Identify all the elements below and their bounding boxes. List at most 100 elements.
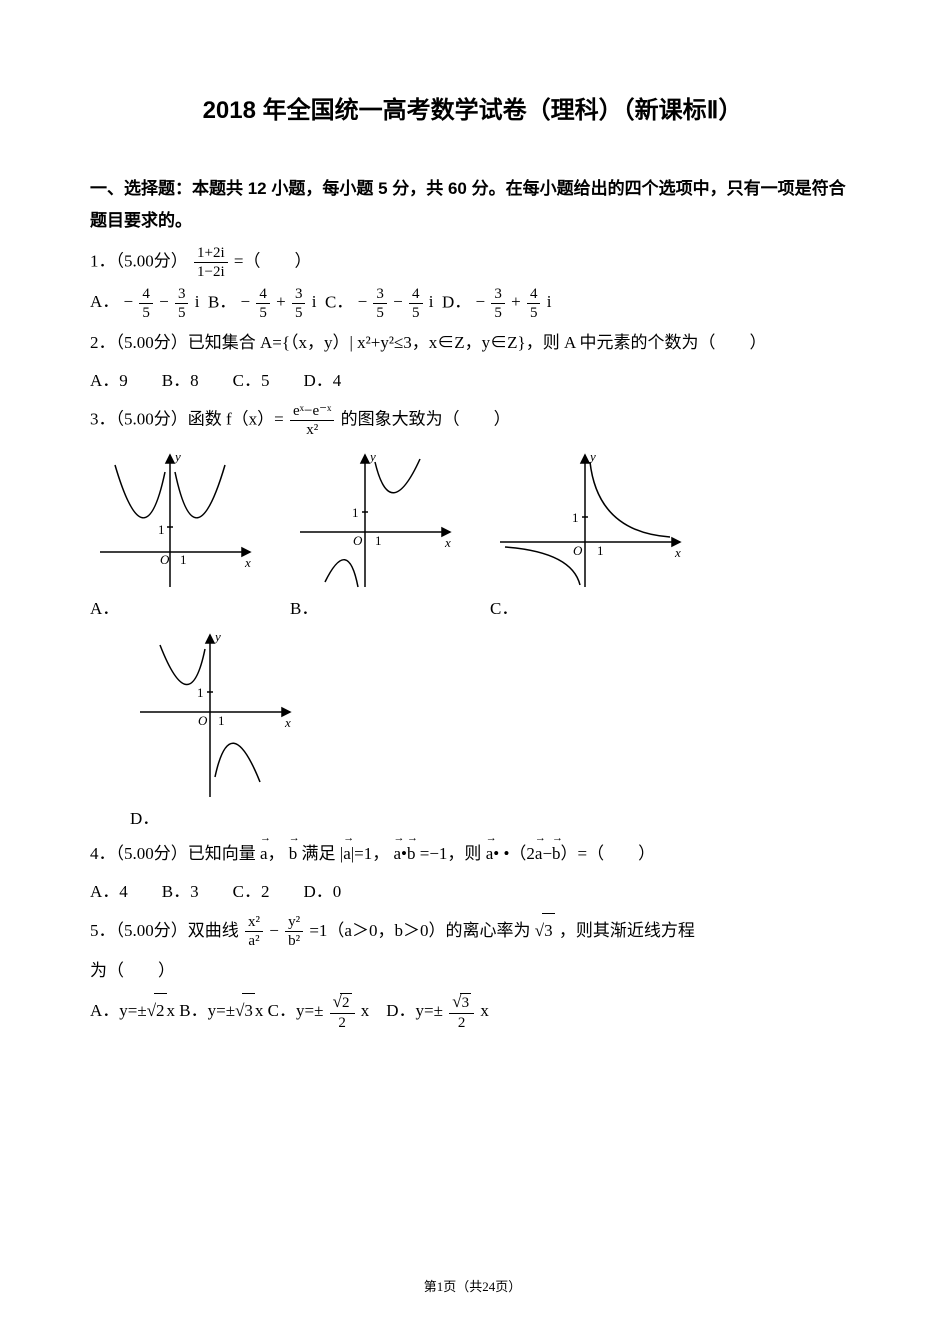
q4-p3: |=1， <box>351 844 390 863</box>
q1-choice-B: − 45 + 35 i <box>241 292 321 311</box>
q1C-tail: i <box>429 292 434 311</box>
q1C-n1: 3 <box>373 285 387 304</box>
vector-b-icon: b <box>552 835 561 871</box>
q5-choices: A．y=±2x B．y=±3x C．y=± 22 x D．y=± 32 x <box>90 992 855 1031</box>
axis-one-y: 1 <box>158 522 165 537</box>
q5-choice-A: A．y=±2x <box>90 1001 179 1020</box>
q5D-den: 2 <box>449 1014 474 1032</box>
vector-a-icon: a <box>260 835 268 871</box>
q5-d1: a² <box>245 932 263 950</box>
axis-O: O <box>160 552 170 567</box>
q3-graphs-row1: O 1 1 y x A． O 1 1 y <box>90 447 855 619</box>
q1B-mid: + <box>276 292 286 311</box>
q3-label-C: C． <box>490 594 518 619</box>
q5C-post: x <box>361 1001 370 1020</box>
q5-mid: =1（a＞0，b＞0）的离心率为 <box>309 921 530 940</box>
q1D-t1: − <box>476 292 486 311</box>
q3-suffix: 的图象大致为（ ） <box>341 409 511 428</box>
sqrt-icon: 3 <box>452 992 471 1012</box>
q3-prefix: 3．（5.00分）函数 f（x）= <box>90 409 284 428</box>
q5-suffix: ，则其渐近线方程 <box>559 921 695 940</box>
question-4: 4．（5.00分）已知向量 a， b 满足 |a|=1， a•b =−1，则 a… <box>90 835 855 871</box>
vector-a-icon: a <box>343 835 351 871</box>
axis-x: x <box>444 535 451 550</box>
q4-minus: − <box>542 844 552 863</box>
vector-a-icon: a <box>486 835 494 871</box>
question-1: 1．（5.00分） 1+2i 1−2i =（ ） <box>90 244 855 281</box>
q1A-t1: − <box>124 292 134 311</box>
section-heading: 一、选择题：本题共 12 小题，每小题 5 分，共 60 分。在每小题给出的四个… <box>90 173 855 238</box>
q1C-d2: 5 <box>409 304 423 322</box>
q1C-mid: − <box>393 292 403 311</box>
q1D-n1: 3 <box>491 285 505 304</box>
q1B-tail: i <box>312 292 317 311</box>
q1C-t1: − <box>358 292 368 311</box>
vector-a-icon: a <box>535 835 543 871</box>
graph-A-svg: O 1 1 y x <box>90 447 260 592</box>
q5D-post: x <box>480 1001 489 1020</box>
q4-p1: 4．（5.00分）已知向量 <box>90 844 256 863</box>
vector-b-icon: b <box>289 835 298 871</box>
axis-x: x <box>244 555 251 570</box>
q3-frac-num: eˣ−e⁻ˣ <box>290 402 334 421</box>
q4-eqm1: =−1，则 <box>420 844 482 863</box>
q5-choice-B: B．y=±3x <box>179 1001 267 1020</box>
axis-O: O <box>353 533 363 548</box>
question-3: 3．（5.00分）函数 f（x）= eˣ−e⁻ˣ x² 的图象大致为（ ） <box>90 402 855 439</box>
q1B-t1: − <box>241 292 251 311</box>
q1-choice-C: − 35 − 45 i <box>358 292 438 311</box>
q1A-tail: i <box>195 292 200 311</box>
q1-fraction: 1+2i 1−2i <box>194 244 228 281</box>
q1-choice-D: − 35 + 45 i <box>476 292 552 311</box>
q1B-n1: 4 <box>256 285 270 304</box>
q5-choice-C: C．y=± 22 x <box>268 1001 374 1020</box>
q4-choices: A．4 B．3 C．2 D．0 <box>90 875 855 909</box>
q1A-mid: − <box>159 292 169 311</box>
axis-one: 1 <box>597 543 604 558</box>
q4-comma: ， <box>268 844 285 863</box>
q5A-post: x <box>167 1001 176 1020</box>
q3-graph-A: O 1 1 y x A． <box>90 447 260 619</box>
axis-y: y <box>368 449 376 464</box>
sqrt-icon: 2 <box>333 992 352 1012</box>
q3-frac-den: x² <box>290 421 334 439</box>
axis-x: x <box>284 715 291 730</box>
q4-p4: •（2 <box>503 844 534 863</box>
q4-p2: 满足 | <box>302 844 344 863</box>
q1B-d1: 5 <box>256 304 270 322</box>
q5B-rad: 3 <box>242 993 255 1028</box>
axis-one-y: 1 <box>352 505 359 520</box>
q5A-pre: A．y=± <box>90 1001 147 1020</box>
q1D-d1: 5 <box>491 304 505 322</box>
q1-choices: A． − 45 − 35 i B． − 45 + 35 i C． − 35 − … <box>90 285 855 322</box>
q2-choices: A．9 B．8 C．5 D．4 <box>90 364 855 398</box>
axis-O: O <box>573 543 583 558</box>
q1-choice-A: A． − 45 − 35 i <box>90 292 204 311</box>
q1B-n2: 3 <box>292 285 306 304</box>
q1-frac-num: 1+2i <box>194 244 228 263</box>
q1D-d2: 5 <box>527 304 541 322</box>
axis-one-y: 1 <box>572 510 579 525</box>
q1C-n2: 4 <box>409 285 423 304</box>
q1D-mid: + <box>511 292 521 311</box>
q1A-n1: 4 <box>139 285 153 304</box>
axis-y: y <box>588 449 596 464</box>
q1D-n2: 4 <box>527 285 541 304</box>
axis-one: 1 <box>180 552 187 567</box>
vector-b-icon: b <box>407 835 416 871</box>
q3-graphs-row2: O 1 1 y x D． <box>130 627 855 829</box>
q3-graph-B: O 1 1 y x B． <box>290 447 460 619</box>
q1A-d1: 5 <box>139 304 153 322</box>
q3-label-D: D． <box>130 804 159 829</box>
q1D-tail: i <box>547 292 552 311</box>
q4-p5: ）=（ ） <box>561 844 656 863</box>
q3-label-B: B． <box>290 594 318 619</box>
q1A-n2: 3 <box>175 285 189 304</box>
q1B-d2: 5 <box>292 304 306 322</box>
q1-prefix: 1．（5.00分） <box>90 251 188 270</box>
q5-minus: − <box>269 921 279 940</box>
vector-a-icon: a <box>394 835 402 871</box>
graph-B-svg: O 1 1 y x <box>290 447 460 592</box>
graph-C-svg: O 1 1 y x <box>490 447 690 592</box>
q5D-rad: 3 <box>460 993 472 1012</box>
